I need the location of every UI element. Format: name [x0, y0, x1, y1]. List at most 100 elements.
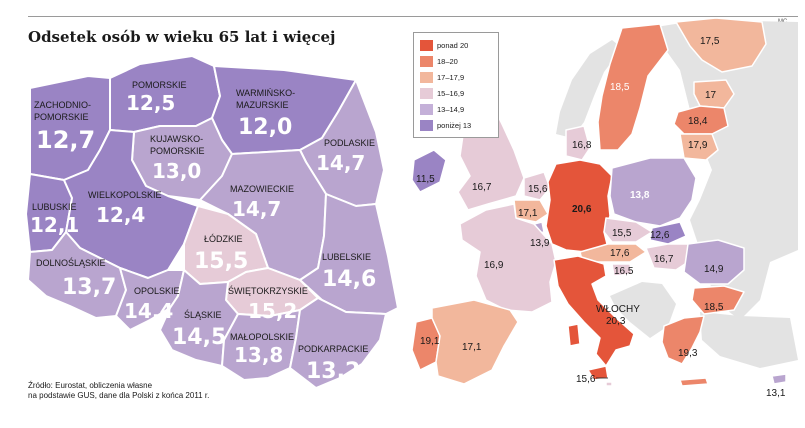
value-opolskie: 14,4: [124, 299, 173, 323]
value-spain: 17,1: [462, 342, 482, 353]
map-title: Odsetek osób w wieku 65 lat i więcej: [28, 28, 336, 46]
europe-map: [411, 17, 798, 387]
value-netherlands: 15,6: [528, 184, 548, 195]
country-ireland[interactable]: [411, 149, 447, 193]
legend-item-15-169: 15–16,9: [420, 87, 464, 100]
label-warminsko-line2: MAZURSKIE: [236, 100, 289, 110]
country-lithuania[interactable]: [679, 133, 719, 161]
value-wielkopolskie: 12,4: [96, 203, 145, 227]
country-poland[interactable]: [609, 157, 697, 227]
legend-label: ponad 20: [437, 41, 469, 50]
label-podlaskie: PODLASKIE: [324, 138, 375, 148]
value-hungary: 16,7: [654, 254, 674, 265]
value-malta: 15,6: [576, 374, 596, 385]
value-uk: 16,7: [472, 182, 492, 193]
value-mazowieckie: 14,7: [232, 197, 281, 221]
source-line-2: na podstawie GUS, dane dla Polski z końc…: [28, 391, 210, 400]
region-norway: [556, 40, 622, 138]
label-kujawsko-line1: KUJAWSKO-: [150, 134, 203, 144]
legend-label: 18–20: [437, 57, 458, 66]
label-italy: WŁOCHY: [596, 304, 640, 315]
value-romania: 14,9: [704, 264, 724, 275]
legend-swatch: [420, 40, 433, 51]
country-malta[interactable]: [605, 381, 613, 387]
region-turkey: [700, 312, 798, 368]
value-pomorskie: 12,5: [126, 91, 175, 115]
label-wielkopolskie: WIELKOPOLSKIE: [88, 190, 162, 200]
label-zachodniopomorskie-line1: ZACHODNIO-: [34, 100, 91, 110]
label-opolskie: OPOLSKIE: [134, 286, 180, 296]
country-spain[interactable]: [431, 299, 519, 385]
value-podkarpackie: 13,2: [306, 359, 360, 384]
legend-label: 17–17,9: [437, 73, 465, 82]
country-italy[interactable]: [553, 255, 635, 367]
value-cyprus: 13,1: [766, 388, 786, 399]
region-malopolskie[interactable]: [221, 309, 301, 381]
country-sweden[interactable]: [597, 23, 669, 151]
region-podkarpackie[interactable]: [289, 297, 387, 389]
country-latvia[interactable]: [673, 105, 729, 135]
value-slaskie: 14,5: [172, 325, 226, 350]
legend-item-ponad-20: ponad 20: [420, 39, 468, 52]
label-lubuskie: LUBUSKIE: [32, 202, 77, 212]
source-note: Źródło: Eurostat, obliczenia własne na p…: [28, 381, 209, 401]
label-pomorskie: POMORSKIE: [132, 80, 187, 90]
country-finland[interactable]: [675, 17, 767, 73]
legend-item-18-20: 18–20: [420, 55, 458, 68]
value-lodzkie: 15,5: [194, 249, 248, 274]
label-slaskie: ŚLĄSKIE: [184, 309, 222, 320]
value-belgium: 17,1: [518, 208, 538, 219]
legend-swatch: [420, 88, 433, 99]
country-cyprus[interactable]: [771, 373, 787, 385]
value-zachodniopomorskie: 12,7: [36, 126, 95, 154]
label-dolnoslaskie: DOLNOŚLĄSKIE: [36, 257, 106, 268]
poland-labels: ZACHODNIO- POMORSKIE 12,7 POMORSKIE 12,5…: [30, 80, 376, 384]
legend-item-13-149: 13–14,9: [420, 103, 464, 116]
value-dolnoslaskie: 13,7: [62, 275, 116, 300]
value-denmark: 16,8: [572, 140, 592, 151]
country-slovenia[interactable]: [611, 263, 633, 277]
label-lodzkie: ŁÓDZKIE: [204, 234, 243, 244]
country-sardinia[interactable]: [567, 323, 581, 347]
country-czech[interactable]: [603, 217, 653, 243]
legend-swatch: [420, 72, 433, 83]
non-eu-land: [650, 20, 798, 320]
value-czech: 15,5: [612, 228, 632, 239]
value-warminsko: 12,0: [238, 115, 292, 140]
legend-label: poniżej 13: [437, 121, 472, 130]
top-rule: [28, 16, 798, 17]
legend-swatch: [420, 120, 433, 131]
value-swietokrzyskie: 15,2: [248, 299, 297, 323]
label-kujawsko-line2: POMORSKIE: [150, 146, 205, 156]
label-mazowieckie: MAZOWIECKIE: [230, 184, 294, 194]
value-lubelskie: 14,6: [322, 267, 376, 292]
country-romania[interactable]: [683, 239, 745, 285]
value-italy: 20,3: [606, 316, 626, 327]
country-france[interactable]: [459, 203, 557, 313]
legend-label: 13–14,9: [437, 105, 465, 114]
value-slovenia: 16,5: [614, 266, 634, 277]
europe-labels: 17,5 18,5 17 18,4 17,9 16,8 11,5 16,7 15…: [416, 36, 786, 399]
country-greece[interactable]: [661, 315, 705, 365]
country-denmark[interactable]: [565, 125, 591, 161]
value-finland: 17,5: [700, 36, 720, 47]
legend-item-17-179: 17–17,9: [420, 71, 464, 84]
value-poland: 13,8: [630, 190, 650, 201]
legend-item-ponizej-13: poniżej 13: [420, 119, 471, 132]
value-lubuskie: 12,1: [30, 213, 79, 237]
legend-label: 15–16,9: [437, 89, 465, 98]
source-line-1: Źródło: Eurostat, obliczenia własne: [28, 381, 153, 390]
legend: ponad 20 18–20 17–17,9 15–16,9 13–14,9 p…: [413, 32, 499, 138]
country-crete[interactable]: [679, 377, 709, 387]
value-france: 16,9: [484, 260, 504, 271]
country-slovakia[interactable]: [649, 221, 687, 245]
region-balkans: [610, 282, 676, 338]
value-ireland: 11,5: [416, 174, 435, 185]
value-kujawsko: 13,0: [152, 159, 201, 183]
label-lubelskie: LUBELSKIE: [322, 252, 371, 262]
country-netherlands[interactable]: [523, 171, 551, 201]
value-lithuania: 17,9: [688, 140, 708, 151]
value-malopolskie: 13,8: [234, 343, 283, 367]
value-germany: 20,6: [572, 204, 592, 215]
country-bulgaria[interactable]: [691, 285, 745, 315]
